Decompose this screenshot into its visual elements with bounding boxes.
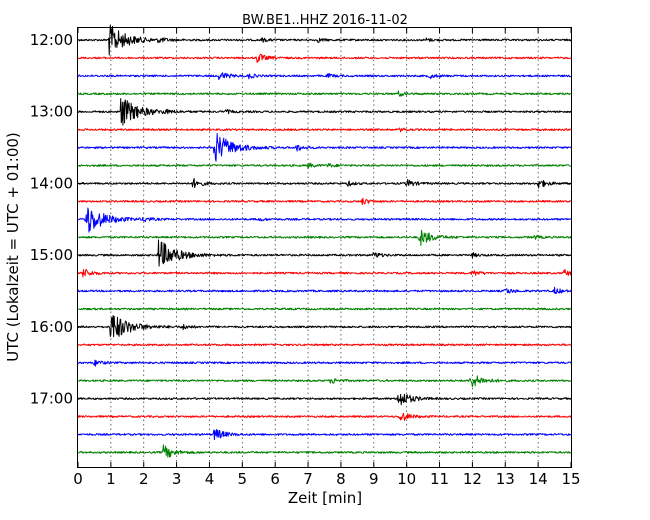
x-tick-label-0: 0 <box>73 470 83 488</box>
x-axis-label: Zeit [min] <box>288 489 362 507</box>
x-tick-label-11: 11 <box>430 470 449 488</box>
x-tick-label-10: 10 <box>397 470 416 488</box>
x-tick-label-5: 5 <box>238 470 248 488</box>
trace-1515 <box>77 268 572 278</box>
trace-1715 <box>77 412 572 421</box>
x-tick-label-2: 2 <box>139 470 149 488</box>
x-tick-label-13: 13 <box>496 470 515 488</box>
x-tick-label-9: 9 <box>369 470 379 488</box>
trace-1230 <box>77 72 572 80</box>
tick-layer: 0 1 2 3 4 5 6 7 8 9 10 11 12 13 14 1512:0013:0014:0015:… <box>30 28 581 488</box>
trace-layer <box>77 24 572 458</box>
trace-1700 <box>77 393 572 406</box>
y-tick-label-0: 12:00 <box>30 31 73 49</box>
trace-1615 <box>77 343 572 347</box>
trace-1415 <box>77 197 572 206</box>
grid-layer <box>110 28 539 467</box>
trace-1445 <box>77 229 572 246</box>
plot-frame <box>77 27 572 468</box>
y-axis-label: UTC (Lokalzeit = UTC + 01:00) <box>4 132 22 362</box>
trace-1730 <box>77 429 572 441</box>
x-tick-label-7: 7 <box>303 470 313 488</box>
trace-1630 <box>77 359 572 367</box>
trace-1200 <box>77 24 572 56</box>
trace-1645 <box>77 375 572 388</box>
y-tick-label-3: 15:00 <box>30 246 73 264</box>
trace-1300 <box>77 98 572 126</box>
trace-1600 <box>77 315 572 338</box>
x-tick-label-15: 15 <box>561 470 580 488</box>
x-tick-label-12: 12 <box>463 470 482 488</box>
y-tick-label-2: 14:00 <box>30 174 73 192</box>
x-tick-label-14: 14 <box>529 470 548 488</box>
trace-1530 <box>77 286 572 295</box>
trace-1245 <box>77 90 572 97</box>
trace-1500 <box>77 239 572 267</box>
trace-1745 <box>77 444 572 458</box>
x-tick-label-3: 3 <box>172 470 182 488</box>
y-tick-label-5: 17:00 <box>30 390 73 408</box>
x-tick-label-4: 4 <box>205 470 215 488</box>
trace-1215 <box>77 53 572 64</box>
x-tick-label-6: 6 <box>270 470 280 488</box>
y-tick-label-4: 16:00 <box>30 318 73 336</box>
x-tick-label-1: 1 <box>106 470 116 488</box>
y-tick-label-1: 13:00 <box>30 103 73 121</box>
trace-1345 <box>77 162 572 169</box>
trace-1545 <box>77 307 572 311</box>
x-tick-label-8: 8 <box>336 470 346 488</box>
trace-1400 <box>77 178 572 189</box>
trace-1315 <box>77 127 572 133</box>
trace-1430 <box>77 207 572 233</box>
trace-1330 <box>77 133 572 162</box>
chart-title: BW.BE1..HHZ 2016-11-02 <box>242 13 408 28</box>
